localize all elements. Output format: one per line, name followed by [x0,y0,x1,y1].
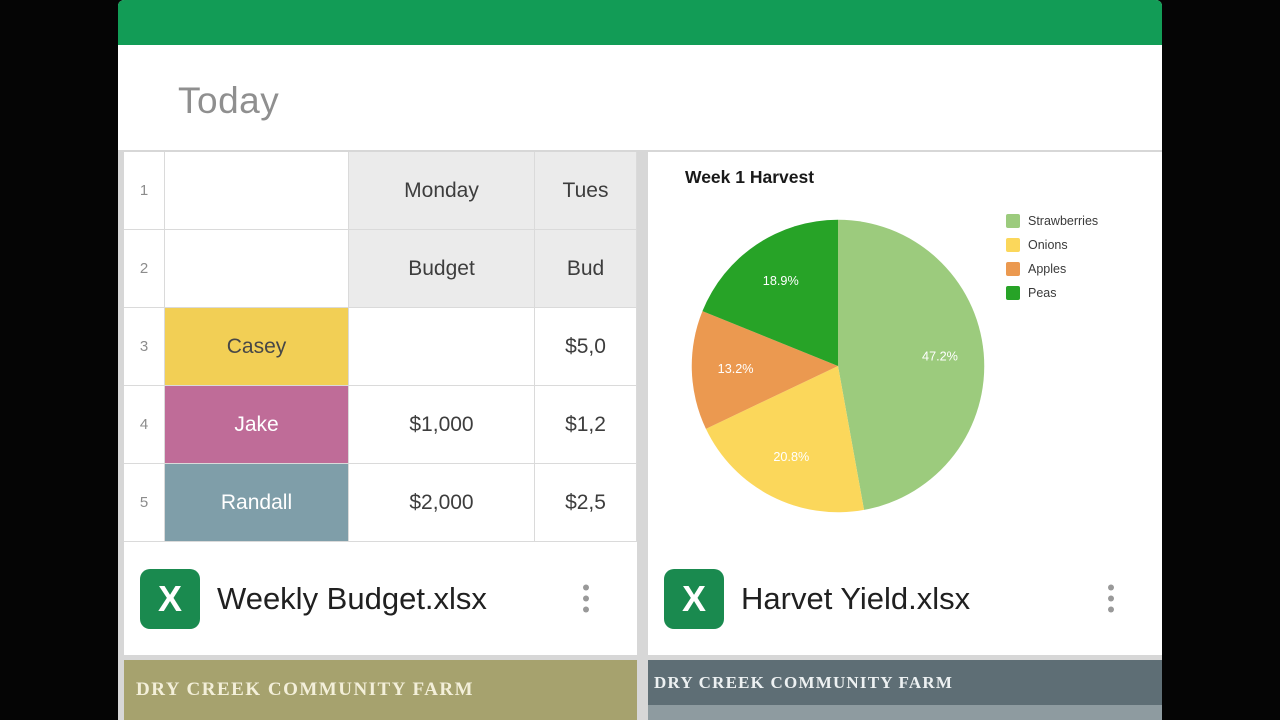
sheet-cell: Bud [534,229,637,308]
row-number: 2 [124,229,165,308]
sheet-cell: Randall [164,463,349,542]
harvest-pie-chart: 47.2% 20.8% 13.2% 18.9% [691,219,985,513]
section-title: Today [178,80,280,121]
chart-preview: Week 1 Harvest 47.2% 20.8% 13.2% 18.9% Stra… [648,152,1162,542]
spreadsheet-preview: 1 Monday Tues 2 Budget Bud 3 Casey $5,0 4 Jake $1,0… [124,152,637,542]
file-card-harvest-yield[interactable]: Week 1 Harvest 47.2% 20.8% 13.2% 18.9% Stra… [648,152,1162,655]
legend-item: Apples [1006,262,1098,276]
excel-file-icon: X [140,568,200,629]
banner-text: DRY CREEK COMMUNITY FARM [136,679,475,700]
sheet-cell: $2,5 [534,463,637,542]
row-number: 5 [124,463,165,542]
sheet-cell: $1,2 [534,385,637,464]
sheet-row: 2 Budget Bud [124,229,637,308]
sheet-cell: Jake [164,385,349,464]
pie-slice-onions [705,366,865,513]
legend-label: Peas [1028,286,1057,300]
app-screen: Today 1 Monday Tues 2 Budget Bud 3 Casey $5,0 4 Ja… [118,0,1162,720]
pie-slice-peas [702,219,838,366]
app-header-bar [118,0,1162,45]
file-name: Harvet Yield.xlsx [741,580,971,616]
overflow-menu-icon[interactable] [583,582,589,615]
sheet-cell: Monday [348,152,535,230]
legend-swatch-icon [1006,238,1020,252]
row-number: 4 [124,385,165,464]
row-number: 3 [124,307,165,386]
file-bar: X Weekly Budget.xlsx [124,542,637,655]
legend-label: Strawberries [1028,214,1099,228]
legend-swatch-icon [1006,262,1020,276]
pie-slice-label: 13.2% [718,362,754,376]
chart-legend: Strawberries Onions Apples Peas [1006,214,1098,310]
excel-letter: X [157,577,182,619]
legend-item: Peas [1006,286,1098,300]
next-card-banner-left[interactable]: DRY CREEK COMMUNITY FARM [124,660,637,720]
next-card-banner-right[interactable]: DRY CREEK COMMUNITY FARM [648,660,1162,720]
legend-item: Onions [1006,238,1098,252]
pie-slice-label: 20.8% [773,450,809,464]
pie-slice-apples [691,311,838,429]
pie-slice-label: 18.9% [763,274,799,288]
sheet-row: 5 Randall $2,000 $2,5 [124,463,637,542]
chart-title: Week 1 Harvest [685,167,815,187]
sheet-cell [164,229,349,308]
excel-letter: X [681,577,706,619]
sheet-cell: $5,0 [534,307,637,386]
sheet-row: 1 Monday Tues [124,152,637,230]
overflow-menu-icon[interactable] [1108,582,1114,615]
row-number: 1 [124,152,165,230]
legend-item: Strawberries [1006,214,1098,228]
sheet-row: 4 Jake $1,000 $1,2 [124,385,637,464]
excel-file-icon: X [664,568,724,629]
legend-label: Apples [1028,262,1067,276]
pie-slice-label: 47.2% [922,350,958,364]
sheet-cell: Tues [534,152,637,230]
content-area: 1 Monday Tues 2 Budget Bud 3 Casey $5,0 4 Jake $1,0… [118,150,1162,720]
sheet-cell: Budget [348,229,535,308]
file-card-weekly-budget[interactable]: 1 Monday Tues 2 Budget Bud 3 Casey $5,0 4 Jake $1,0… [124,152,637,655]
pie-slice-strawberries [838,219,985,510]
legend-label: Onions [1028,238,1068,252]
sheet-cell: Casey [164,307,349,386]
sheet-cell [164,152,349,230]
file-bar: X Harvet Yield.xlsx [648,542,1162,655]
sheet-cell: $2,000 [348,463,535,542]
banner-text: DRY CREEK COMMUNITY FARM [654,672,954,692]
legend-swatch-icon [1006,214,1020,228]
sheet-row: 3 Casey $5,0 [124,307,637,386]
spreadsheet-table: 1 Monday Tues 2 Budget Bud 3 Casey $5,0 4 Jake $1,0… [124,152,637,542]
legend-swatch-icon [1006,286,1020,300]
file-name: Weekly Budget.xlsx [217,580,487,616]
sheet-cell [348,307,535,386]
sheet-cell: $1,000 [348,385,535,464]
